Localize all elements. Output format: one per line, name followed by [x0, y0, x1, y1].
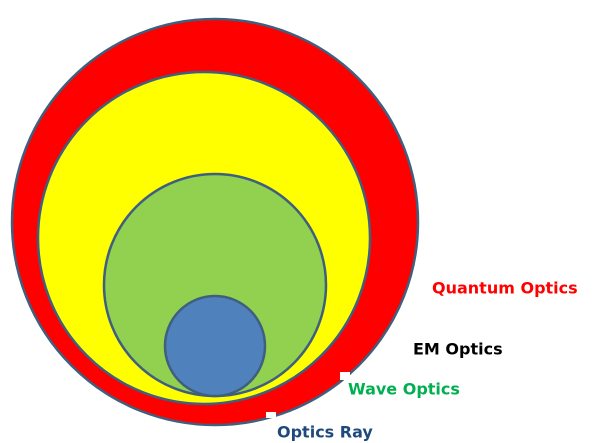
wave-optics-label: Wave Optics [348, 380, 460, 399]
label-connector [340, 372, 350, 380]
optics-ray-circle [163, 294, 267, 398]
em-optics-label: EM Optics [413, 340, 503, 359]
label-connector [266, 412, 276, 418]
optics-ray-label: Optics Ray [277, 423, 373, 442]
quantum-optics-label: Quantum Optics [432, 279, 578, 298]
